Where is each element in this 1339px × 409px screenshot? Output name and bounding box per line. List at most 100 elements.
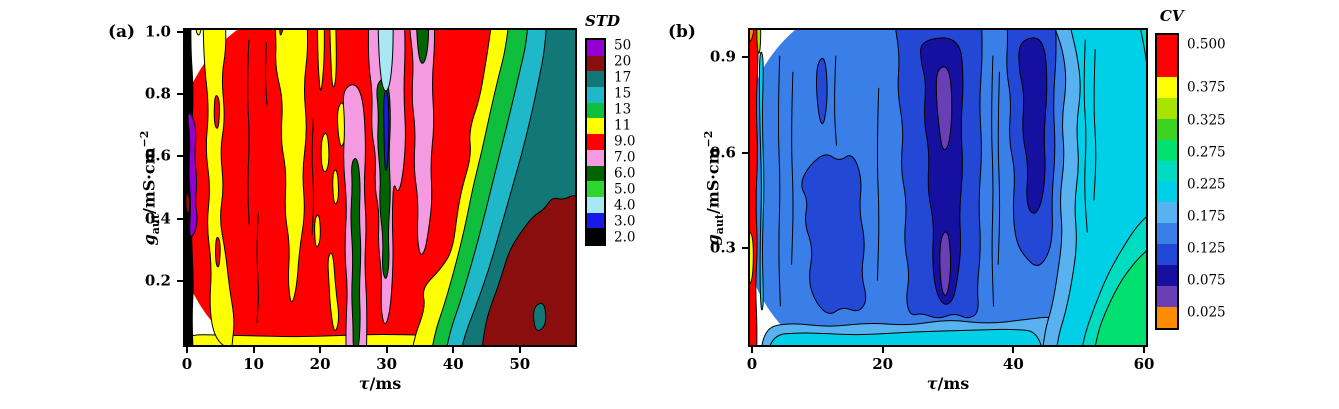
x-tick-mark bbox=[881, 345, 884, 353]
y-tick-mark bbox=[742, 246, 750, 249]
contour-line bbox=[1093, 49, 1097, 201]
y-tick-label: 0.2 bbox=[144, 271, 171, 290]
contour-region bbox=[769, 328, 1042, 345]
x-tick-label: 0 bbox=[181, 355, 193, 373]
colorbar-swatch bbox=[587, 212, 604, 229]
colorbar-swatch bbox=[1157, 286, 1177, 307]
contour-region bbox=[1095, 250, 1146, 345]
y-tick-label: 0.6 bbox=[144, 146, 171, 165]
panel-a-colorbar-title: STD bbox=[584, 12, 621, 30]
x-tick-label: 10 bbox=[243, 355, 264, 373]
x-tick-mark bbox=[1143, 345, 1145, 353]
colorbar-label: 0.175 bbox=[1187, 208, 1226, 225]
contour-region bbox=[314, 214, 321, 248]
x-axis-units: /ms bbox=[369, 374, 402, 393]
contour-region bbox=[409, 30, 435, 255]
x-axis-units: /ms bbox=[937, 374, 970, 393]
panel-b-colorbar-labels: 0.500 0.375 0.325 0.275 0.225 0.175 0.125 0.075… bbox=[1179, 33, 1231, 330]
y-tick-mark bbox=[742, 151, 750, 154]
colorbar-label: 0.325 bbox=[1187, 112, 1226, 129]
panel-a-colorbar: STD 50 20 17 15 13 11 9.0 7.0 6.0 5.0 4.0 3.0 2.0 bbox=[585, 12, 635, 246]
colorbar-label: 5.0 bbox=[614, 181, 636, 198]
contour-region bbox=[202, 30, 235, 345]
contour-region bbox=[920, 37, 964, 305]
colorbar-swatch bbox=[587, 118, 604, 135]
y-tick-mark bbox=[742, 56, 750, 59]
panel-a-x-ticks: 0 10 20 30 40 50 bbox=[182, 345, 573, 393]
y-tick-mark bbox=[177, 217, 185, 220]
y-tick-label: 0.3 bbox=[709, 238, 736, 257]
colorbar-label: 0.275 bbox=[1187, 144, 1226, 161]
panel-a-colorbar-labels: 50 20 17 15 13 11 9.0 7.0 6.0 5.0 4.0 3.0 2.0 bbox=[606, 38, 658, 246]
x-axis-symbol: τ bbox=[358, 374, 370, 393]
contour-region bbox=[533, 302, 547, 332]
x-tick-label: 60 bbox=[1133, 355, 1155, 373]
x-tick-mark bbox=[252, 345, 255, 353]
colorbar-label: 0.075 bbox=[1187, 272, 1226, 289]
contour-region bbox=[274, 30, 309, 303]
contour-line bbox=[1083, 39, 1088, 233]
contour-region bbox=[1018, 37, 1048, 214]
colorbar-label: 9.0 bbox=[614, 133, 636, 150]
contour-region bbox=[816, 57, 828, 125]
y-tick-label: 0.6 bbox=[709, 143, 736, 162]
contour-line bbox=[997, 71, 1001, 265]
contour-region bbox=[1140, 30, 1146, 63]
colorbar-label: 4.0 bbox=[614, 197, 636, 214]
contour-region bbox=[350, 158, 362, 345]
panel-a-y-ticks: 1.0 0.8 0.6 0.4 0.2 bbox=[133, 24, 185, 343]
panel-b-colorbar-title: CV bbox=[1159, 7, 1184, 25]
colorbar-label: 13 bbox=[614, 101, 632, 118]
x-tick-label: 30 bbox=[376, 355, 398, 373]
contour-region bbox=[213, 95, 220, 129]
x-tick-label: 40 bbox=[442, 355, 464, 373]
x-tick-label: 40 bbox=[1002, 355, 1024, 373]
y-tick-label: 1.0 bbox=[144, 22, 171, 41]
colorbar-label: 20 bbox=[614, 53, 632, 70]
contour-region bbox=[327, 252, 339, 332]
colorbar-label: 0.225 bbox=[1187, 176, 1226, 193]
colorbar-swatch bbox=[1157, 181, 1177, 203]
contour-line bbox=[991, 55, 994, 307]
colorbar-swatch bbox=[1157, 160, 1177, 182]
colorbar-swatch bbox=[587, 228, 604, 244]
y-tick-label: 0.4 bbox=[144, 209, 171, 228]
contour-region bbox=[185, 192, 191, 215]
colorbar-label: 6.0 bbox=[614, 165, 636, 182]
panel-a-x-axis-title: τ/ms bbox=[359, 374, 402, 393]
x-tick-mark bbox=[452, 345, 455, 353]
x-tick-mark bbox=[518, 345, 521, 353]
panel-a-colorbar-swatches bbox=[585, 38, 606, 246]
contour-line bbox=[777, 55, 781, 307]
x-tick-mark bbox=[186, 345, 188, 353]
contour-region bbox=[416, 30, 430, 64]
panel-b-label: (b) bbox=[668, 22, 696, 42]
contour-region bbox=[939, 231, 952, 296]
contour-region bbox=[187, 112, 198, 237]
colorbar-swatch bbox=[1157, 202, 1177, 224]
colorbar-label: 11 bbox=[614, 117, 632, 134]
x-tick-label: 20 bbox=[309, 355, 331, 373]
panel-b-colorbar: CV 0.500 0.375 0.325 0.275 0.225 0.175 0.125 0.… bbox=[1155, 7, 1226, 330]
colorbar-swatch bbox=[587, 165, 604, 182]
contour-region bbox=[750, 30, 759, 345]
y-tick-label: 0.9 bbox=[709, 47, 736, 66]
contour-region bbox=[332, 169, 339, 205]
colorbar-label: 7.0 bbox=[614, 149, 636, 166]
contour-region bbox=[935, 66, 953, 150]
colorbar-swatch bbox=[1157, 244, 1177, 266]
colorbar-label: 17 bbox=[614, 69, 632, 86]
contour-region bbox=[756, 30, 762, 54]
contour-line bbox=[256, 212, 259, 323]
panel-b-contour-svg bbox=[750, 30, 1146, 345]
contour-region bbox=[316, 30, 325, 91]
contour-region bbox=[329, 30, 337, 88]
colorbar-swatch bbox=[587, 102, 604, 119]
contour-line bbox=[265, 42, 268, 106]
panel-b-colorbar-swatches bbox=[1155, 33, 1179, 330]
colorbar-swatch bbox=[1157, 118, 1177, 140]
y-tick-mark bbox=[177, 31, 185, 33]
colorbar-swatch bbox=[1157, 35, 1177, 56]
colorbar-swatch bbox=[587, 55, 604, 72]
